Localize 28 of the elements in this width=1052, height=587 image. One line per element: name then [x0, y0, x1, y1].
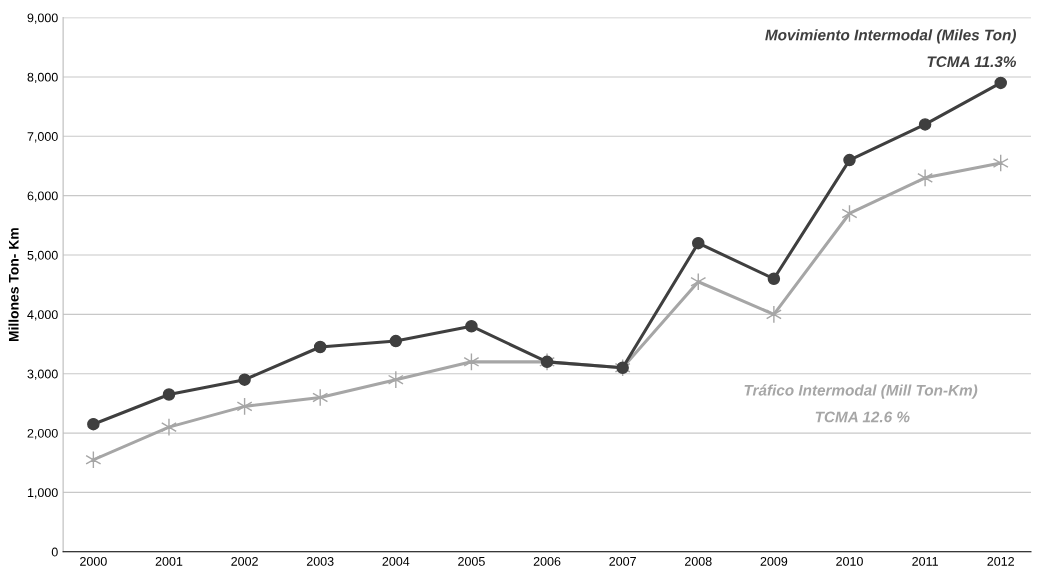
x-tick-label: 2000 [80, 556, 107, 566]
x-tick-label: 2008 [684, 556, 712, 566]
x-tick-label: 2007 [609, 556, 636, 566]
x-tick-label: 2005 [458, 556, 485, 566]
text: Movimiento Intermodal (Miles Ton) [765, 29, 1017, 44]
y-tick-label: 5,000 [27, 250, 58, 262]
y-axis-title: Millones Ton- Km [8, 228, 19, 342]
y-tick-label: 7,000 [27, 132, 58, 143]
y-tick-label: 6,000 [27, 191, 58, 202]
annotation: TCMA 11.3% [927, 56, 1017, 68]
y-tick-label: 0 [51, 547, 58, 557]
y-tick-label: 3,000 [27, 369, 58, 380]
x-tick-label: 2012 [987, 556, 1014, 566]
x-tick-label: 2010 [836, 556, 863, 566]
y-tick-label: 9,000 [27, 13, 58, 24]
text: Tráfico Intermodal (Mill Ton-Km) [744, 384, 978, 399]
x-tick-label: 2003 [306, 556, 334, 566]
x-tick-label: 2002 [231, 556, 258, 566]
x-tick-label: 2004 [382, 556, 410, 566]
x-tick-label: 2006 [533, 556, 561, 566]
y-tick-label: 8,000 [27, 72, 58, 84]
x-tick-label: 2009 [760, 556, 788, 566]
annotation: TCMA 12.6 % [815, 411, 910, 423]
x-tick-label: 2001 [155, 556, 183, 566]
x-tick-label: 2011 [912, 556, 938, 566]
y-tick-label: 1,000 [27, 488, 58, 499]
y-tick-label: 2,000 [27, 428, 58, 440]
y-tick-label: 4,000 [27, 310, 58, 321]
